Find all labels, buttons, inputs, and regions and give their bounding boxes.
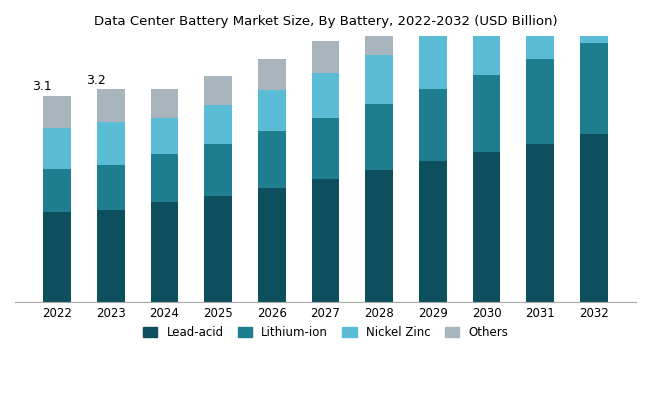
Bar [150, 118, 178, 154]
Title: Data Center Battery Market Size, By Battery, 2022-2032 (USD Billion): Data Center Battery Market Size, By Batt… [94, 15, 557, 28]
Bar [365, 55, 393, 104]
Bar [526, 0, 554, 59]
Bar [365, 23, 393, 55]
Text: 3.1: 3.1 [33, 80, 52, 93]
Bar [473, 75, 501, 152]
Bar [419, 161, 447, 302]
Text: 3.2: 3.2 [86, 74, 105, 87]
Bar [43, 96, 71, 128]
Bar [473, 14, 501, 75]
Bar [580, 0, 608, 43]
Bar [97, 165, 125, 210]
Bar [526, 59, 554, 144]
Bar [419, 35, 447, 89]
Bar [43, 128, 71, 169]
Bar [473, 0, 501, 14]
Bar [150, 202, 178, 302]
Bar [43, 212, 71, 302]
Bar [580, 43, 608, 135]
Bar [204, 195, 232, 302]
Bar [97, 210, 125, 302]
Bar [204, 76, 232, 105]
Bar [580, 135, 608, 302]
Bar [312, 73, 339, 118]
Bar [43, 169, 71, 212]
Bar [419, 3, 447, 35]
Bar [258, 131, 286, 187]
Bar [526, 144, 554, 302]
Bar [150, 154, 178, 202]
Legend: Lead-acid, Lithium-ion, Nickel Zinc, Others: Lead-acid, Lithium-ion, Nickel Zinc, Oth… [138, 322, 513, 344]
Bar [312, 179, 339, 302]
Bar [204, 105, 232, 144]
Bar [258, 59, 286, 90]
Bar [473, 152, 501, 302]
Bar [150, 89, 178, 118]
Bar [258, 187, 286, 302]
Bar [204, 144, 232, 195]
Bar [365, 170, 393, 302]
Bar [419, 89, 447, 161]
Bar [312, 41, 339, 73]
Bar [365, 104, 393, 170]
Bar [258, 90, 286, 131]
Bar [312, 118, 339, 179]
Bar [97, 89, 125, 122]
Bar [97, 122, 125, 165]
